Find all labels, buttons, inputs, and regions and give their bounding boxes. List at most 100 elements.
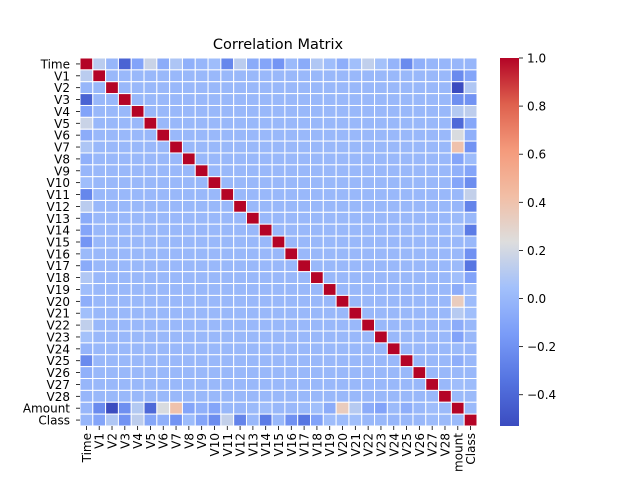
heatmap-cell (92, 81, 107, 95)
heatmap-cell (117, 69, 132, 83)
heatmap-cell (374, 235, 388, 249)
heatmap-cell (438, 366, 452, 380)
heatmap-cell (194, 164, 209, 178)
row-tick-label: V23 (47, 330, 70, 344)
heatmap-cell (348, 176, 363, 190)
heatmap-cell (361, 188, 376, 201)
heatmap-cell (79, 342, 94, 356)
heatmap-cell (450, 223, 465, 237)
heatmap-cell (207, 152, 222, 166)
heatmap-cell (79, 259, 94, 273)
heatmap-cell (284, 378, 299, 391)
heatmap-cell (335, 294, 350, 308)
heatmap-cell (258, 223, 273, 237)
colorbar-tick-label: −0.4 (527, 388, 556, 402)
heatmap-cell (438, 318, 452, 332)
heatmap-cell (271, 389, 286, 403)
column-tick-label: V14 (259, 433, 273, 456)
heatmap-cell (92, 401, 107, 415)
heatmap-cell (438, 176, 452, 190)
heatmap-cell (450, 164, 465, 178)
heatmap-cell (130, 413, 145, 427)
heatmap-cell (194, 128, 209, 142)
heatmap-cell (386, 401, 401, 415)
heatmap-cell (284, 152, 299, 166)
heatmap-cell (425, 188, 440, 201)
heatmap-cell (143, 366, 158, 380)
heatmap-cell (322, 223, 337, 237)
heatmap-cell (194, 152, 209, 166)
heatmap-cell (181, 330, 196, 344)
heatmap-cell (374, 378, 388, 391)
heatmap-cell (310, 140, 324, 154)
heatmap-cell (105, 294, 119, 308)
heatmap-cell (92, 330, 107, 344)
heatmap-cell (335, 116, 350, 130)
heatmap-cell (450, 354, 465, 368)
heatmap-cell (156, 235, 171, 249)
heatmap-cell (438, 306, 452, 320)
heatmap-cell (130, 81, 145, 95)
heatmap-cell (412, 271, 427, 285)
heatmap-cell (207, 93, 222, 106)
heatmap-cell (207, 57, 222, 71)
heatmap-cell (143, 294, 158, 308)
column-tick-label: V5 (144, 433, 158, 449)
heatmap-cell (258, 259, 273, 273)
heatmap-cell (245, 413, 260, 427)
heatmap-cell (463, 223, 478, 237)
column-tick-label: V26 (413, 433, 427, 456)
heatmap-cell (284, 164, 299, 178)
heatmap-cell (386, 199, 401, 213)
heatmap-cell (335, 318, 350, 332)
heatmap-cell (425, 401, 440, 415)
heatmap-cell (438, 104, 452, 118)
heatmap-cell (207, 294, 222, 308)
heatmap-cell (399, 164, 414, 178)
column-tick-label: V23 (374, 433, 388, 456)
heatmap-cell (399, 81, 414, 95)
heatmap-cell (92, 283, 107, 296)
heatmap-cell (271, 342, 286, 356)
heatmap-cell (297, 57, 312, 71)
heatmap-cell (130, 223, 145, 237)
heatmap-cell (181, 259, 196, 273)
heatmap-cell (335, 354, 350, 368)
heatmap-cell (181, 152, 196, 166)
heatmap-cell (233, 211, 247, 225)
heatmap-cell (130, 259, 145, 273)
heatmap-cell (207, 378, 222, 391)
heatmap-cell (322, 128, 337, 142)
heatmap-cell (220, 104, 235, 118)
heatmap-cell (92, 247, 107, 261)
heatmap-cell (297, 223, 312, 237)
heatmap-cell (348, 342, 363, 356)
heatmap-cell (386, 378, 401, 391)
heatmap-cell (181, 378, 196, 391)
heatmap-cell (310, 223, 324, 237)
heatmap-cell (220, 223, 235, 237)
heatmap-cell (117, 259, 132, 273)
heatmap-cell (335, 199, 350, 213)
heatmap-cell (143, 401, 158, 415)
row-tick-label: V21 (47, 307, 70, 321)
row-tick-label: Amount (23, 402, 70, 416)
heatmap-cell (386, 306, 401, 320)
heatmap-cell (258, 378, 273, 391)
heatmap-cell (322, 342, 337, 356)
heatmap-cell (361, 176, 376, 190)
heatmap-cell (258, 389, 273, 403)
heatmap-cell (156, 342, 171, 356)
heatmap-cell (258, 342, 273, 356)
heatmap-cell (130, 188, 145, 201)
heatmap-cell (271, 413, 286, 427)
heatmap-cell (79, 128, 94, 142)
heatmap-cell (233, 235, 247, 249)
heatmap-cell (463, 389, 478, 403)
heatmap-cell (169, 93, 183, 106)
heatmap-cell (335, 69, 350, 83)
heatmap-cell (463, 104, 478, 118)
heatmap-cell (79, 283, 94, 296)
heatmap-cell (156, 176, 171, 190)
heatmap-cell (322, 140, 337, 154)
